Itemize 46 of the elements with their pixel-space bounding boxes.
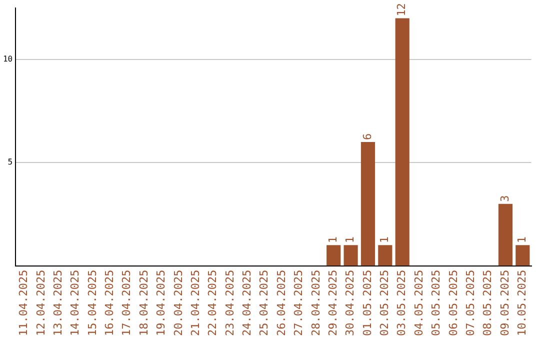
x-tick-label: 30.04.2025 bbox=[344, 270, 357, 336]
bar bbox=[395, 18, 410, 266]
y-tick-label: 10 bbox=[2, 54, 13, 64]
x-tick-label: 13.04.2025 bbox=[51, 270, 64, 336]
x-tick-label: 20.04.2025 bbox=[172, 270, 185, 336]
x-tick-label: 05.05.2025 bbox=[430, 270, 443, 336]
x-tick-label: 12.04.2025 bbox=[34, 270, 48, 336]
data-label: 1 bbox=[344, 236, 357, 244]
data-label: 1 bbox=[326, 236, 340, 244]
bar bbox=[498, 204, 513, 266]
x-tick-label: 25.04.2025 bbox=[258, 270, 271, 336]
x-tick-label: 07.05.2025 bbox=[464, 270, 477, 336]
x-tick-label: 02.05.2025 bbox=[378, 270, 392, 336]
x-tick-label: 14.04.2025 bbox=[68, 270, 82, 336]
x-tick-label: 21.04.2025 bbox=[188, 270, 202, 336]
bar bbox=[326, 245, 341, 266]
bar bbox=[360, 142, 376, 266]
bar bbox=[344, 245, 358, 266]
x-tick-label: 22.04.2025 bbox=[206, 270, 220, 336]
x-tick-label: 29.04.2025 bbox=[326, 270, 340, 336]
x-tick-label: 10.05.2025 bbox=[516, 270, 529, 336]
data-label: 12 bbox=[395, 3, 408, 16]
x-tick-label: 18.04.2025 bbox=[137, 270, 150, 336]
x-tick-label: 15.04.2025 bbox=[86, 270, 99, 336]
x-tick-label: 23.04.2025 bbox=[223, 270, 236, 336]
x-tick-label: 16.04.2025 bbox=[103, 270, 116, 336]
x-tick-label: 17.04.2025 bbox=[120, 270, 134, 336]
x-tick-label: 03.05.2025 bbox=[395, 270, 408, 336]
x-tick-label: 06.05.2025 bbox=[446, 270, 460, 336]
data-label: 6 bbox=[360, 133, 374, 140]
data-label: 1 bbox=[378, 236, 392, 244]
x-tick-label: 24.04.2025 bbox=[240, 270, 254, 336]
x-tick-label: 27.04.2025 bbox=[292, 270, 306, 336]
x-tick-label: 19.04.2025 bbox=[154, 270, 168, 336]
bar bbox=[378, 245, 392, 266]
bar bbox=[516, 245, 530, 266]
x-tick-label: 28.04.2025 bbox=[309, 270, 322, 336]
x-tick-label: 08.05.2025 bbox=[481, 270, 494, 336]
data-label: 1 bbox=[516, 236, 529, 244]
x-tick-label: 01.05.2025 bbox=[360, 270, 374, 336]
x-tick-label: 26.04.2025 bbox=[274, 270, 288, 336]
y-tick-label: 5 bbox=[8, 158, 13, 167]
data-label: 3 bbox=[498, 195, 512, 202]
x-tick-label: 11.04.2025 bbox=[17, 270, 30, 336]
x-tick-label: 09.05.2025 bbox=[498, 270, 512, 336]
x-tick-label: 04.05.2025 bbox=[412, 270, 426, 336]
